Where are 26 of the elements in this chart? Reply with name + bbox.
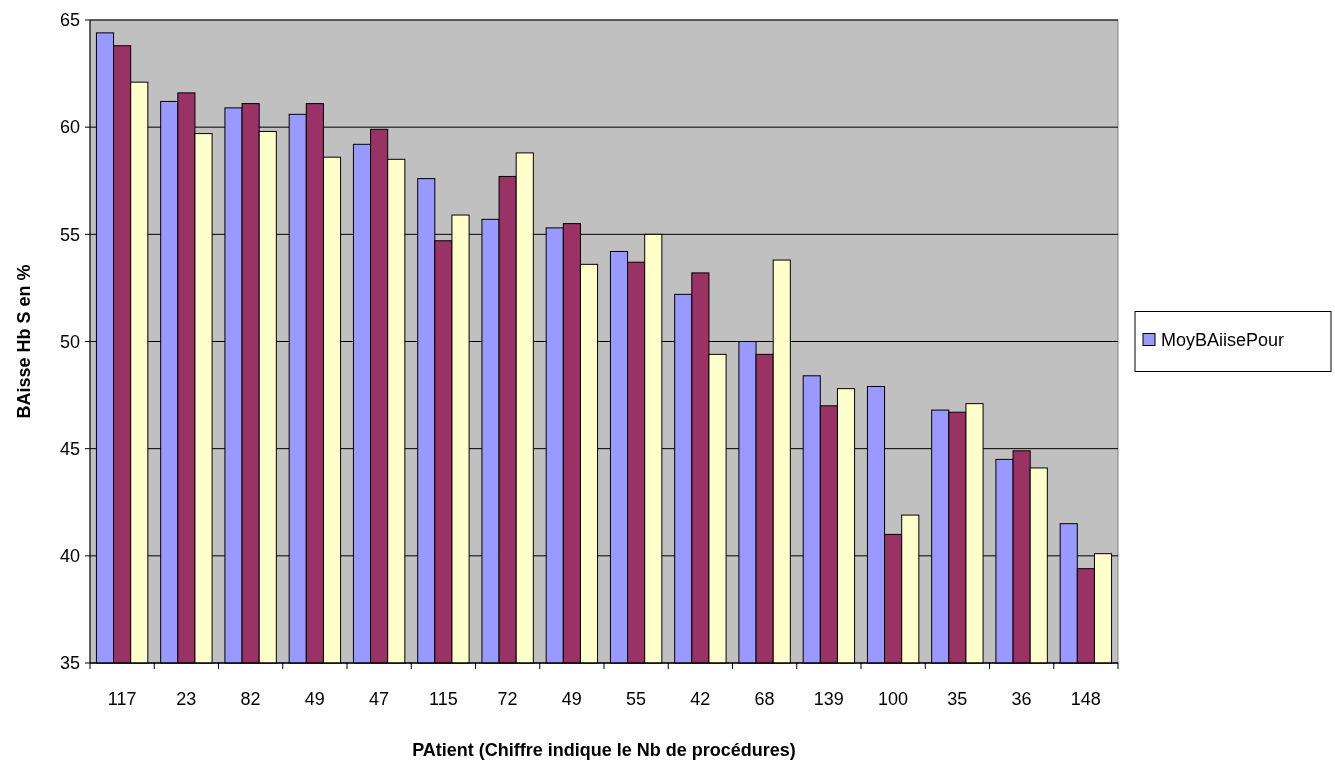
- y-tick-label: 50: [59, 331, 80, 352]
- x-tick-label: 115: [429, 689, 458, 709]
- x-tick-label: 148: [1070, 689, 1101, 709]
- x-tick-label: 82: [240, 689, 261, 709]
- y-tick-label: 40: [59, 546, 80, 567]
- x-tick-label: 35: [947, 689, 968, 709]
- x-axis-title: PAtient (Chiffre indique le Nb de procédures): [412, 740, 796, 760]
- y-axis-title: BAisse Hb S en %: [14, 264, 34, 419]
- y-tick-label: 60: [59, 117, 80, 138]
- x-tick-label: 36: [1011, 689, 1032, 709]
- x-tick-label: 55: [626, 689, 647, 709]
- x-tick-label: 42: [690, 689, 711, 709]
- y-tick-label: 65: [59, 10, 80, 31]
- x-tick-label: 139: [813, 689, 844, 709]
- y-tick-label: 35: [59, 653, 80, 674]
- y-tick-label: 55: [59, 224, 80, 245]
- x-tick-label: 100: [878, 689, 909, 709]
- x-tick-label: 72: [497, 689, 518, 709]
- legend-label: MoyBAiisePour: [1161, 329, 1285, 350]
- x-tick-label: 47: [369, 689, 390, 709]
- x-tick-label: 49: [561, 689, 582, 709]
- x-tick-label: 68: [754, 689, 775, 709]
- y-tick-label: 45: [59, 438, 80, 459]
- x-tick-label: 49: [304, 689, 325, 709]
- x-tick-label: 23: [176, 689, 197, 709]
- x-tick-label: 117: [107, 689, 137, 709]
